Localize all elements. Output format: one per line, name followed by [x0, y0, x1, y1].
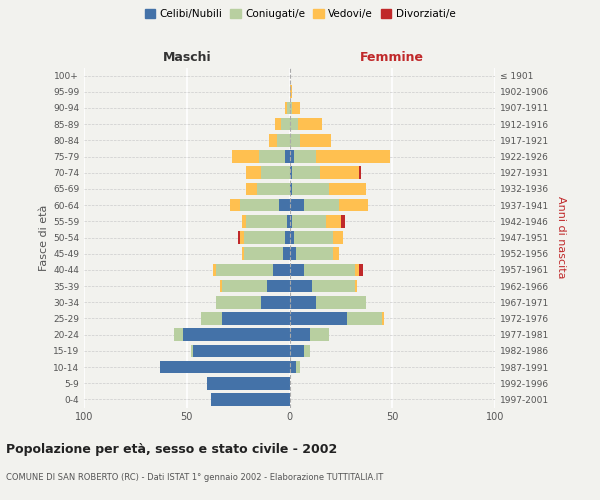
Bar — [242, 248, 244, 260]
Text: COMUNE DI SAN ROBERTO (RC) - Dati ISTAT 1° gennaio 2002 - Elaborazione TUTTITALI: COMUNE DI SAN ROBERTO (RC) - Dati ISTAT … — [6, 472, 383, 482]
Bar — [290, 360, 296, 374]
Bar — [214, 264, 215, 276]
Bar — [290, 215, 292, 228]
Bar — [293, 150, 316, 163]
Y-axis label: Fasce di età: Fasce di età — [39, 204, 49, 270]
Bar — [329, 182, 365, 195]
Bar — [281, 118, 290, 130]
Bar — [275, 118, 281, 130]
Bar — [355, 280, 358, 292]
Bar — [286, 150, 290, 163]
Bar — [244, 231, 286, 244]
Bar — [300, 134, 331, 146]
Text: Popolazione per età, sesso e stato civile - 2002: Popolazione per età, sesso e stato civil… — [6, 442, 337, 456]
Text: Femmine: Femmine — [360, 52, 424, 64]
Bar — [261, 296, 290, 308]
Bar — [221, 312, 290, 325]
Bar — [247, 215, 287, 228]
Bar — [261, 166, 290, 179]
Bar — [292, 166, 320, 179]
Bar — [347, 312, 382, 325]
Y-axis label: Anni di nascita: Anni di nascita — [556, 196, 566, 279]
Bar — [273, 264, 290, 276]
Bar — [316, 150, 390, 163]
Bar — [286, 231, 290, 244]
Bar — [238, 231, 240, 244]
Bar — [191, 344, 193, 357]
Bar — [292, 102, 300, 114]
Bar — [286, 102, 287, 114]
Bar — [320, 166, 359, 179]
Bar — [283, 248, 290, 260]
Bar — [298, 118, 322, 130]
Bar — [312, 280, 355, 292]
Bar — [359, 166, 361, 179]
Bar — [267, 280, 290, 292]
Bar — [201, 312, 221, 325]
Bar — [182, 328, 290, 341]
Bar — [290, 134, 300, 146]
Bar — [290, 312, 347, 325]
Bar — [240, 199, 279, 211]
Bar — [296, 248, 332, 260]
Bar — [290, 231, 293, 244]
Bar — [287, 102, 290, 114]
Bar — [339, 199, 368, 211]
Text: Maschi: Maschi — [163, 52, 211, 64]
Bar — [304, 264, 355, 276]
Bar — [332, 248, 339, 260]
Bar — [290, 166, 292, 179]
Bar — [193, 344, 290, 357]
Bar — [290, 264, 304, 276]
Bar — [341, 215, 345, 228]
Bar — [244, 248, 283, 260]
Bar — [290, 86, 292, 98]
Bar — [240, 231, 244, 244]
Bar — [304, 344, 310, 357]
Bar — [215, 296, 261, 308]
Bar — [259, 150, 286, 163]
Bar — [290, 199, 304, 211]
Bar — [290, 182, 292, 195]
Bar — [290, 102, 292, 114]
Bar — [247, 166, 261, 179]
Bar — [215, 264, 273, 276]
Bar — [290, 344, 304, 357]
Bar — [160, 360, 290, 374]
Bar — [230, 199, 240, 211]
Bar — [257, 182, 290, 195]
Bar — [279, 199, 290, 211]
Legend: Celibi/Nubili, Coniugati/e, Vedovi/e, Divorziati/e: Celibi/Nubili, Coniugati/e, Vedovi/e, Di… — [140, 5, 460, 24]
Bar — [247, 182, 257, 195]
Bar — [221, 280, 267, 292]
Bar — [296, 360, 300, 374]
Bar — [220, 280, 221, 292]
Bar — [211, 393, 290, 406]
Bar — [359, 264, 364, 276]
Bar — [277, 134, 290, 146]
Bar — [382, 312, 384, 325]
Bar — [232, 150, 259, 163]
Bar — [290, 248, 296, 260]
Bar — [304, 199, 339, 211]
Bar — [290, 280, 312, 292]
Bar — [290, 150, 293, 163]
Bar — [332, 231, 343, 244]
Bar — [290, 328, 310, 341]
Bar — [326, 215, 341, 228]
Bar — [292, 182, 329, 195]
Bar — [293, 231, 332, 244]
Bar — [316, 296, 365, 308]
Bar — [355, 264, 359, 276]
Bar — [310, 328, 329, 341]
Bar — [290, 296, 316, 308]
Bar — [208, 377, 290, 390]
Bar — [242, 215, 247, 228]
Bar — [269, 134, 277, 146]
Bar — [292, 215, 326, 228]
Bar — [175, 328, 182, 341]
Bar — [290, 118, 298, 130]
Bar — [287, 215, 290, 228]
